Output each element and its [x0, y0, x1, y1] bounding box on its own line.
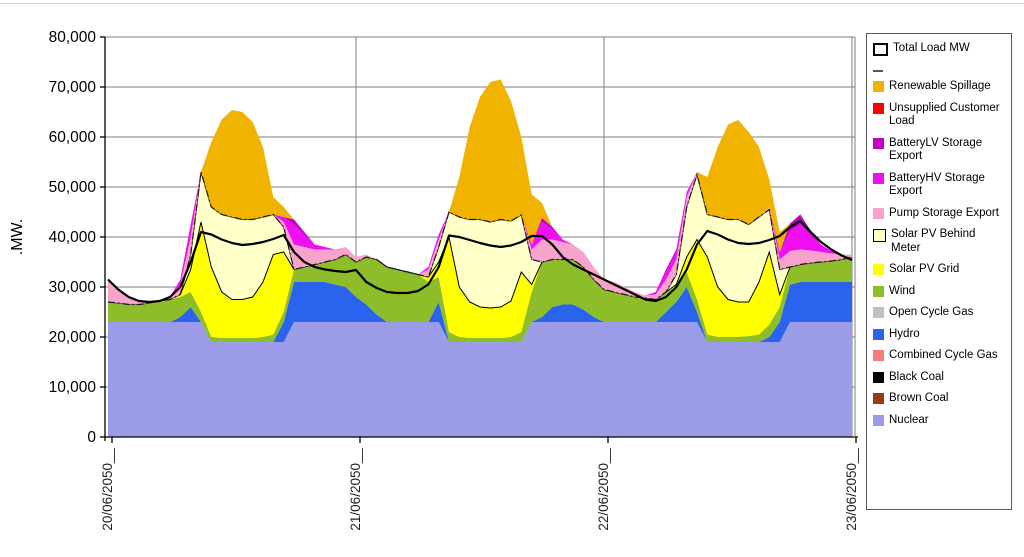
- legend-swatch-icon: [873, 229, 886, 242]
- legend-swatch-icon: [873, 393, 884, 404]
- legend-item-combined-cycle-gas: Combined Cycle Gas: [873, 349, 1007, 363]
- x-tick-label: 20/06/2050__: [100, 448, 115, 531]
- legend-swatch-icon: [873, 414, 884, 426]
- legend-item-unsupplied-customer-load: Unsupplied Customer Load: [873, 102, 1007, 129]
- legend-label: Combined Cycle Gas: [889, 349, 998, 361]
- dashed-generation-line: [107, 171, 853, 306]
- legend-item-batteryhv-storage-export: BatteryHV Storage Export: [873, 172, 1007, 199]
- legend-label: Open Cycle Gas: [889, 306, 974, 318]
- area-solar-pv-grid: [108, 222, 852, 338]
- legend-item-wind: Wind: [873, 285, 1007, 299]
- y-tick-label: 30,000: [49, 279, 97, 296]
- legend-item-batterylv-storage-export: BatteryLV Storage Export: [873, 137, 1007, 164]
- legend-swatch-icon: [873, 328, 884, 340]
- y-tick-label: 40,000: [49, 229, 97, 246]
- total-load-line: [107, 219, 853, 304]
- legend-label: Renewable Spillage: [889, 80, 991, 92]
- legend-swatch-icon: [873, 70, 883, 72]
- y-tick-label: 0: [87, 429, 96, 446]
- area-renewable-spillage: [108, 79, 852, 303]
- y-tick-label: 70,000: [49, 79, 97, 96]
- x-tick-label: 23/06/2050__: [844, 448, 859, 531]
- legend-label: Solar PV Grid: [889, 263, 960, 275]
- area-wind: [108, 254, 852, 342]
- legend-swatch-icon: [873, 43, 888, 56]
- legend-item-pump-storage-export: Pump Storage Export: [873, 207, 1007, 221]
- y-tick-label: 20,000: [49, 329, 97, 346]
- legend-item-dash: [873, 64, 1007, 72]
- legend-label: Unsupplied Customer Load: [889, 101, 1000, 128]
- legend-swatch-icon: [873, 350, 884, 361]
- x-tick-label: 21/06/2050__: [348, 448, 363, 531]
- y-tick-label: 10,000: [49, 379, 97, 396]
- legend-label: BatteryLV Storage Export: [889, 136, 983, 163]
- y-tick-label: 50,000: [49, 179, 97, 196]
- legend-label: Total Load MW: [893, 42, 970, 54]
- legend-swatch-icon: [873, 172, 884, 184]
- legend-label: Brown Coal: [889, 392, 949, 404]
- y-tick-label: 60,000: [49, 129, 97, 146]
- legend-item-brown-coal: Brown Coal: [873, 392, 1007, 406]
- legend-label: Hydro: [889, 327, 920, 340]
- legend-swatch-icon: [873, 81, 884, 92]
- legend-label: Black Coal: [889, 370, 944, 383]
- legend-swatch-icon: [873, 285, 884, 297]
- legend-swatch-icon: [873, 207, 884, 219]
- area-nuclear: [108, 322, 852, 437]
- y-tick-label: 80,000: [49, 29, 97, 46]
- legend-label: BatteryHV Storage Export: [889, 171, 985, 198]
- legend-swatch-icon: [873, 137, 884, 149]
- legend-item-black-coal: Black Coal: [873, 371, 1007, 385]
- legend-label: Pump Storage Export: [889, 206, 999, 219]
- legend-swatch-icon: [873, 307, 884, 318]
- chart-legend: Total Load MW Renewable Spillage Unsupplie…: [866, 33, 1012, 510]
- legend-label: Wind: [889, 284, 916, 297]
- legend-swatch-icon: [873, 371, 884, 383]
- legend-label: Solar PV Behind Meter: [891, 228, 976, 254]
- x-tick-label: 22/06/2050__: [596, 448, 611, 531]
- y-axis-title: .MW.: [9, 219, 26, 255]
- legend-label: Nuclear: [889, 413, 929, 426]
- legend-item-hydro: Hydro: [873, 328, 1007, 342]
- legend-item-solar-pv-grid: Solar PV Grid: [873, 263, 1007, 277]
- legend-item-total-load-mw: Total Load MW: [873, 42, 1007, 56]
- area-hydro: [108, 282, 852, 342]
- legend-swatch-icon: [873, 264, 884, 275]
- legend-item-nuclear: Nuclear: [873, 414, 1007, 428]
- legend-swatch-icon: [873, 102, 884, 114]
- legend-item-open-cycle-gas: Open Cycle Gas: [873, 306, 1007, 320]
- legend-item-renewable-spillage: Renewable Spillage: [873, 80, 1007, 94]
- area-batterylv-storage-export: [108, 172, 852, 303]
- window-top-border: [0, 3, 1024, 4]
- legend-item-solar-pv-behind-meter: Solar PV Behind Meter: [873, 228, 1007, 255]
